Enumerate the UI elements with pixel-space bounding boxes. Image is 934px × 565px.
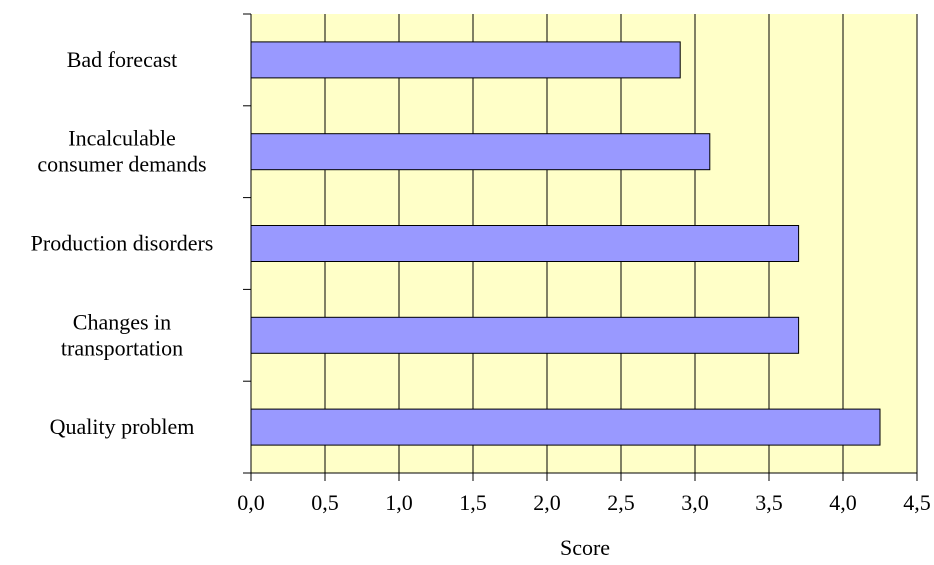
category-label-line: consumer demands	[37, 152, 206, 177]
category-label: Bad forecast	[67, 47, 178, 72]
category-label: Changes in transportation	[61, 309, 183, 360]
x-tick-label: 1,5	[459, 490, 487, 515]
tick-labels: 0,0 0,5 1,0 1,5 2,0 2,5 3,0 3,5 4,0 4,5	[237, 490, 931, 515]
bar	[250, 133, 711, 171]
bar	[250, 225, 800, 262]
x-tick-label: 2,0	[533, 490, 561, 515]
category-label-line: Bad forecast	[67, 47, 178, 72]
category-label: Incalculable consumer demands	[37, 126, 206, 177]
category-label-line: Production disorders	[31, 231, 214, 256]
x-tick-label: 4,0	[829, 490, 857, 515]
x-tick-label: 3,0	[681, 490, 709, 515]
category-label: Production disorders	[31, 231, 214, 256]
x-tick-label: 3,5	[755, 490, 783, 515]
x-tick-label: 2,5	[607, 490, 635, 515]
category-label-line: Incalculable	[68, 126, 176, 151]
x-tick-label: 1,0	[385, 490, 413, 515]
bar	[250, 408, 881, 446]
x-tick-label: 0,0	[237, 490, 265, 515]
x-tick-label: 0,5	[311, 490, 339, 515]
category-label: Quality problem	[50, 414, 195, 439]
bars	[250, 41, 881, 446]
bar	[250, 316, 800, 354]
x-axis-title: Score	[560, 535, 610, 560]
category-label-line: Changes in	[73, 309, 171, 334]
category-labels: Bad forecast Incalculable consumer demands…	[31, 47, 214, 439]
category-label-line: Quality problem	[50, 414, 195, 439]
x-tick-label: 4,5	[903, 490, 931, 515]
bar	[250, 41, 681, 79]
axes	[243, 13, 918, 481]
category-label-line: transportation	[61, 335, 183, 360]
